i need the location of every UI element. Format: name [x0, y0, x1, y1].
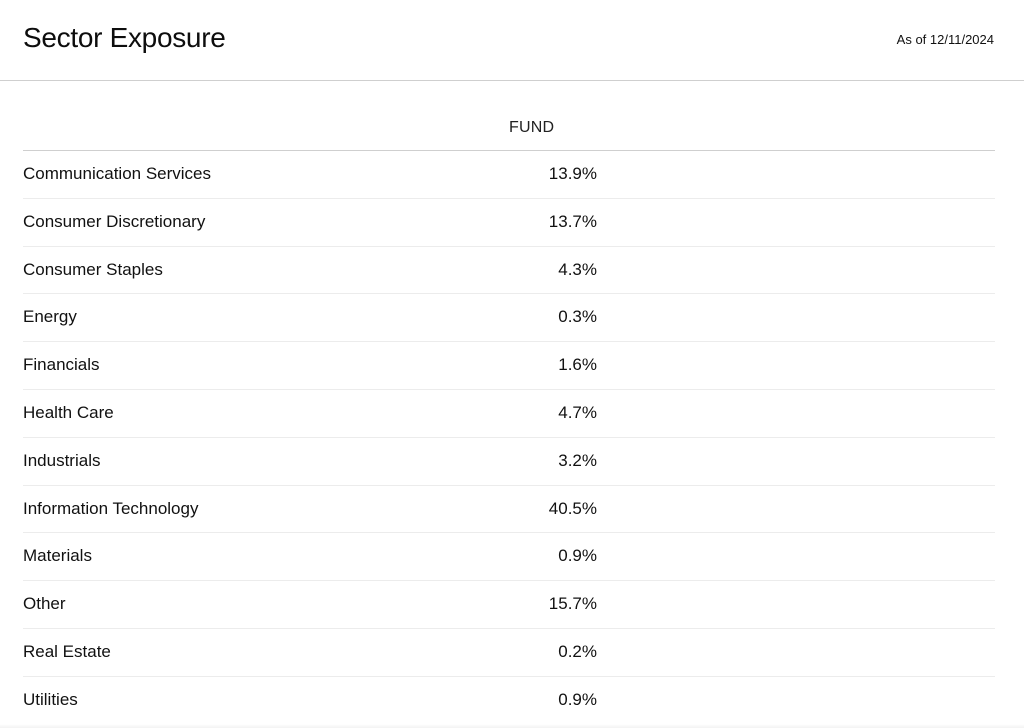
- fund-value: 0.9%: [558, 689, 597, 709]
- table-row: Energy 0.3%: [23, 294, 995, 343]
- sector-name: Energy: [23, 307, 77, 327]
- table-row: Health Care 4.7%: [23, 390, 995, 438]
- table-row: Other 15.7%: [23, 581, 995, 629]
- table-row: Consumer Discretionary 13.7%: [23, 199, 995, 247]
- table-row: Utilities 0.9%: [23, 677, 995, 725]
- sector-name: Financials: [23, 355, 100, 375]
- fund-value: 0.9%: [558, 546, 597, 566]
- fund-value: 4.3%: [558, 259, 597, 279]
- sector-name: Communication Services: [23, 164, 212, 183]
- page-title: Sector Exposure: [23, 22, 226, 53]
- sector-name: Information Technology: [23, 498, 199, 518]
- sector-name: Industrials: [23, 450, 101, 470]
- section-header: Sector Exposure As of 12/11/2024: [0, 0, 1024, 81]
- fund-value: 13.9%: [548, 164, 597, 183]
- sector-exposure-table: FUND Communication Services 13.9% Consum…: [23, 81, 995, 725]
- table-row: Consumer Staples 4.3%: [23, 247, 995, 295]
- column-header-fund: FUND: [509, 119, 555, 136]
- table-row: Information Technology 40.5%: [23, 486, 995, 534]
- table-row: Real Estate 0.2%: [23, 629, 995, 677]
- fund-value: 15.7%: [548, 594, 597, 614]
- scroll-edge-shadow: [0, 724, 1024, 728]
- table-row: Industrials 3.2%: [23, 438, 995, 486]
- table-header: FUND: [23, 81, 995, 151]
- table-row: Materials 0.9%: [23, 533, 995, 582]
- sector-name: Utilities: [23, 689, 78, 709]
- sector-name: Consumer Discretionary: [23, 211, 206, 231]
- fund-value: 40.5%: [548, 498, 597, 518]
- table-row: Communication Services 13.9%: [23, 151, 995, 199]
- fund-value: 13.7%: [548, 211, 597, 231]
- fund-value: 4.7%: [558, 402, 597, 422]
- fund-value: 3.2%: [558, 450, 597, 470]
- table-row: Financials 1.6%: [23, 342, 995, 390]
- fund-value: 0.2%: [558, 641, 597, 661]
- sector-name: Health Care: [23, 402, 114, 422]
- sector-name: Materials: [23, 546, 92, 566]
- sector-name: Other: [23, 594, 66, 614]
- sector-name: Consumer Staples: [23, 259, 163, 279]
- fund-value: 0.3%: [558, 307, 597, 327]
- sector-name: Real Estate: [23, 641, 111, 661]
- as-of-date: As of 12/11/2024: [896, 32, 994, 47]
- fund-value: 1.6%: [558, 355, 597, 375]
